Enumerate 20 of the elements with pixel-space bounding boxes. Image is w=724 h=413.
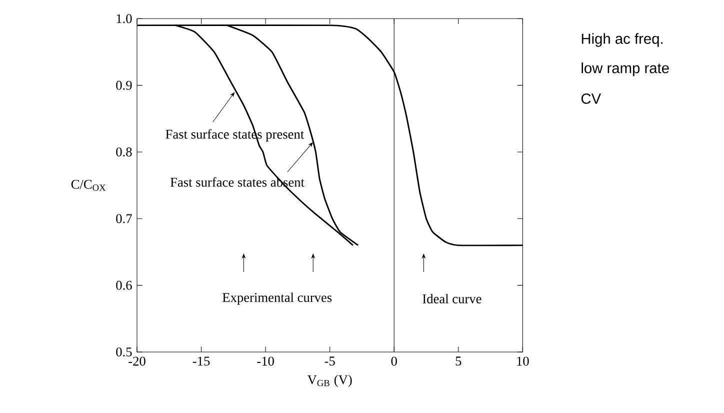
x-tick-label: -15: [192, 356, 210, 366]
y-tick-label: 0.5: [116, 347, 132, 357]
text: low ramp rate: [582, 62, 669, 76]
x-tick-label: -5: [324, 356, 335, 366]
y-axis-title: C/C$_{OX}$: [71, 180, 106, 191]
x-tick-label: -10: [257, 356, 274, 366]
text: CV: [581, 93, 602, 104]
y-tick-label: 1.0: [116, 14, 132, 24]
text: High ac freq.: [582, 33, 663, 47]
x-tick-label: 5: [456, 356, 462, 366]
x-tick-label: 10: [517, 356, 529, 366]
y-tick-label: 0.8: [116, 147, 132, 157]
y-tick-label: 0.9: [116, 80, 132, 90]
annotation: Experimental curves: [222, 292, 332, 305]
y-tick-label: 0.7: [116, 214, 132, 224]
x-tick-label: 0: [391, 356, 397, 366]
annotation: Ideal curve: [422, 294, 482, 304]
y-tick-label: 0.6: [116, 280, 132, 290]
x-axis-title: V$_{GB}$ (V): [307, 374, 352, 387]
x-tick-label: -20: [128, 356, 146, 366]
